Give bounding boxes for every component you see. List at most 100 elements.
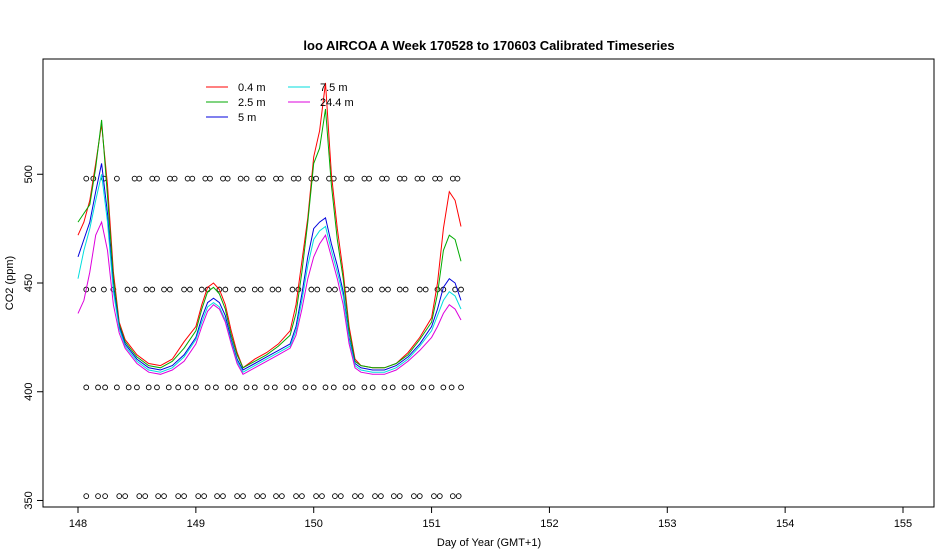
calibration-point [216,286,223,293]
calibration-point [436,175,443,182]
calibration-point [414,175,421,182]
calibration-point [366,175,372,182]
calibration-point [269,286,276,293]
calibration-point [114,384,120,391]
calibration-point [131,286,138,293]
calibration-point [143,286,150,293]
calibration-point [295,175,302,182]
calibration-point [401,175,408,182]
calibration-point [184,175,191,182]
calibration-point [167,286,173,293]
calibration-point [273,493,279,499]
x-axis-label: Day of Year (GMT+1) [437,537,541,549]
calibration-point [293,493,299,499]
calibration-point [458,384,464,391]
calibration-point [455,493,462,499]
calibration-point [411,493,417,499]
legend-label: 5 m [238,112,256,124]
calibration-point [101,286,107,293]
calibration-point [155,493,161,499]
x-tick-label: 154 [776,518,794,530]
plot-area [77,82,464,499]
calibration-point [154,384,160,391]
calibration-point [243,384,250,391]
calibration-point [416,286,423,293]
calibration-point [402,286,409,293]
calibration-point [310,384,317,391]
calibration-point [154,175,160,182]
calibration-point [422,286,429,293]
calibration-point [207,175,213,182]
x-tick-label: 148 [69,518,87,530]
calibration-point [184,384,191,391]
x-tick-label: 150 [305,518,323,530]
y-axis-label: CO2 (ppm) [4,256,16,310]
calibration-point [454,175,461,182]
calibration-point [240,286,246,293]
calibration-point [372,493,378,499]
calibration-point [273,175,279,182]
chart-title: loo AIRCOA A Week 170528 to 170603 Calib… [303,38,674,53]
calibration-point [201,493,207,499]
calibration-point [142,493,149,499]
legend: 0.4 m 2.5 m 5 m 7.5 m 24.4 m [206,82,354,124]
calibration-point [90,286,97,293]
calibration-point [124,286,131,293]
calibration-point [299,493,305,499]
calibration-point [308,286,315,293]
calibration-point [383,175,390,182]
calibration-point [161,493,167,499]
calibration-point [389,384,396,391]
calibration-point [134,384,140,391]
calibration-point [240,493,246,499]
calibration-point [122,493,128,499]
calibration-point [367,286,374,293]
calibration-point [167,175,173,182]
calibration-point [361,384,368,391]
calibration-point [145,384,152,391]
y-tick-label: 500 [23,165,35,183]
calibration-point [171,175,178,182]
legend-label: 2.5 m [238,97,266,109]
calibration-point [326,286,332,293]
calibration-point [125,384,132,391]
calibration-point [234,286,240,293]
calibration-point [193,384,199,391]
calibration-point [83,493,90,499]
calibration-point [189,175,196,182]
calibration-point [198,286,205,293]
calibration-point [260,493,266,499]
calibration-point [378,493,384,499]
calibration-point [349,286,356,293]
calibration-point [361,286,368,293]
calibration-point [204,384,211,391]
calibration-point [342,384,349,391]
calibration-point [202,175,209,182]
calibration-point [161,286,167,293]
calibration-point [436,493,443,499]
calibration-point [290,384,297,391]
calibration-point [263,384,270,391]
calibration-point [165,384,172,391]
calibration-point [401,384,408,391]
calibration-point [214,493,220,499]
series-line-7-5-m [77,174,462,373]
calibration-point [136,493,143,499]
calibration-point [408,384,415,391]
series-line-5-m [77,163,462,371]
calibration-point [195,493,202,499]
calibration-point [275,286,282,293]
calibration-point [431,493,437,499]
legend-label: 24.4 m [320,97,354,109]
calibration-point [116,493,123,499]
calibration-point [289,286,296,293]
calibration-point [271,384,278,391]
calibration-point [95,384,101,391]
calibration-point [379,286,385,293]
calibration-point [102,384,108,391]
calibration-point [175,384,182,391]
calibration-point [95,493,101,499]
calibration-point [358,493,364,499]
calibration-point [83,175,90,182]
calibration-point [224,175,231,182]
